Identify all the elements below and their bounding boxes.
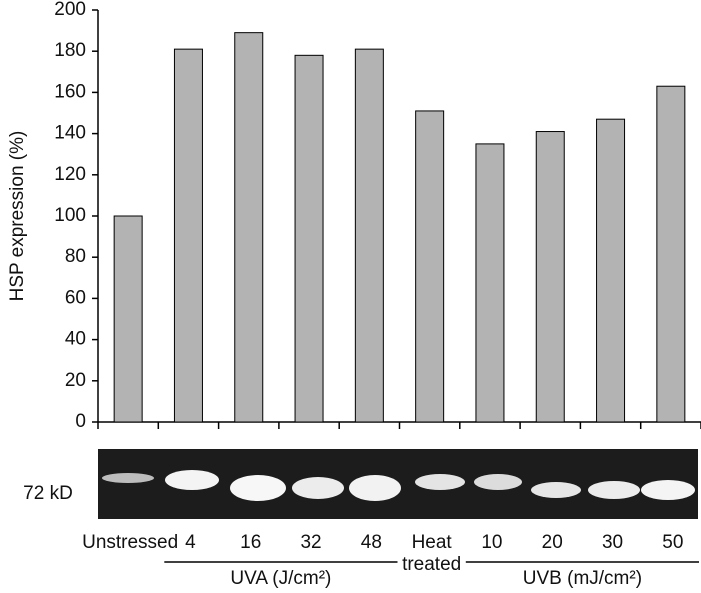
blot-band	[415, 474, 465, 490]
bar	[113, 215, 143, 423]
y-tick-label: 60	[65, 287, 86, 308]
x-tick-label: 4	[185, 532, 196, 553]
y-tick-label: 160	[54, 81, 86, 102]
x-tick-label: Heat treated	[402, 532, 462, 575]
x-tick-label: 20	[541, 532, 563, 553]
y-tick-label: 80	[65, 246, 86, 267]
blot-band	[165, 470, 219, 490]
blot-band	[230, 475, 286, 501]
blot-label: 72 kD	[23, 483, 73, 504]
x-tick-label: 50	[662, 532, 684, 553]
x-tick-label: 32	[300, 532, 322, 553]
bar	[415, 110, 445, 423]
blot-band	[474, 474, 522, 490]
blot-band	[102, 473, 154, 483]
y-tick-label: 0	[75, 411, 86, 432]
group-label: UVB (mJ/cm²)	[523, 568, 642, 589]
x-tick-label: 48	[360, 532, 382, 553]
blot-band	[531, 482, 581, 498]
y-tick-label: 200	[54, 0, 86, 20]
x-tick-label: 10	[481, 532, 503, 553]
y-axis-label: HSP expression (%)	[7, 131, 28, 302]
x-tick-label: Unstressed	[82, 532, 179, 553]
western-blot	[98, 449, 698, 519]
bar	[173, 48, 203, 423]
blot-band	[641, 480, 695, 500]
y-tick-label: 40	[65, 329, 86, 350]
y-tick-label: 100	[54, 205, 86, 226]
bar	[354, 48, 384, 423]
blot-band	[588, 481, 640, 499]
blot-band	[292, 477, 344, 499]
y-tick-label: 140	[54, 123, 86, 144]
y-tick-label: 20	[65, 370, 86, 391]
bar	[596, 118, 626, 423]
x-tick-label: 30	[601, 532, 624, 553]
bar	[294, 54, 324, 423]
x-tick-label: 16	[240, 532, 262, 553]
blot-band	[349, 475, 401, 501]
bar	[234, 32, 264, 423]
bar	[535, 131, 565, 423]
bar	[475, 143, 505, 423]
y-tick-label: 180	[54, 40, 86, 61]
y-tick-label: 120	[54, 164, 86, 185]
bar	[656, 85, 686, 423]
group-label: UVA (J/cm²)	[230, 568, 331, 589]
